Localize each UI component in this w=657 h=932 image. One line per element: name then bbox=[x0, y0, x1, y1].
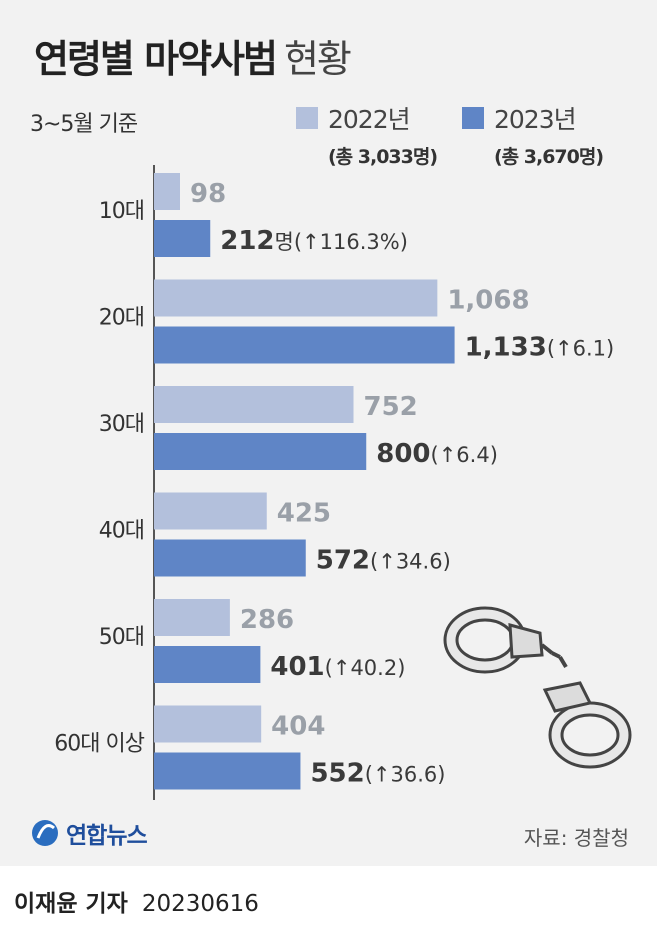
bar-2023 bbox=[154, 646, 261, 683]
bar-2022 bbox=[154, 279, 438, 317]
legend-total-2023: (총 3,670명) bbox=[494, 146, 604, 168]
bar-2022 bbox=[154, 386, 354, 423]
bar-2022 bbox=[154, 492, 267, 530]
legend-label-2022: 2022년 bbox=[328, 105, 411, 134]
value-label-2022: 1,068 bbox=[447, 286, 529, 316]
category-label: 10대 bbox=[99, 199, 144, 224]
bar-2022 bbox=[154, 705, 262, 743]
bar-2023 bbox=[154, 433, 367, 470]
title-light: 현황 bbox=[283, 37, 352, 81]
byline: 이재윤 기자 20230616 bbox=[14, 884, 259, 918]
legend-item-2023: 2023년 bbox=[462, 100, 577, 136]
bar-2023 bbox=[154, 220, 211, 257]
value-2023: 800 bbox=[376, 439, 430, 469]
chart-subtitle: 3~5월 기준 bbox=[30, 112, 138, 137]
value-unit: 명 bbox=[275, 230, 294, 254]
change-note: (↑6.4) bbox=[431, 443, 498, 467]
change-note: (↑36.6) bbox=[365, 763, 446, 787]
bar-2022 bbox=[154, 173, 180, 210]
source-note: 자료: 경찰청 bbox=[523, 826, 629, 850]
value-label-2023: 552(↑36.6) bbox=[310, 759, 445, 789]
category-label: 20대 bbox=[99, 306, 144, 331]
yonhap-logo-icon bbox=[32, 820, 58, 846]
yonhap-logo: 연합뉴스 bbox=[30, 816, 148, 850]
bar-chart: 10대 98 212명(↑116.3%) 20대 1,068 1,133(↑6.1) 30대… bbox=[54, 165, 615, 800]
value-2023: 212 bbox=[220, 226, 274, 256]
legend-total-2022: (총 3,033명) bbox=[328, 146, 438, 168]
change-note: (↑40.2) bbox=[325, 656, 406, 680]
bar-2023 bbox=[154, 752, 301, 790]
bar-2023 bbox=[154, 326, 455, 364]
legend-swatch-2022 bbox=[296, 107, 318, 129]
logo-text: 연합뉴스 bbox=[66, 823, 148, 849]
legend-swatch-2023 bbox=[462, 107, 484, 129]
value-label-2023: 800(↑6.4) bbox=[376, 439, 498, 469]
title-bold: 연령별 마약사범 bbox=[34, 37, 278, 81]
byline-date: 20230616 bbox=[141, 891, 259, 917]
value-label-2022: 98 bbox=[190, 179, 226, 209]
byline-name: 이재윤 기자 bbox=[14, 891, 128, 917]
handcuffs-icon bbox=[443, 606, 632, 769]
value-2023: 401 bbox=[270, 652, 324, 682]
bar-2022 bbox=[154, 599, 230, 636]
category-label: 40대 bbox=[99, 519, 144, 544]
change-note: (↑116.3%) bbox=[294, 230, 408, 254]
chart-title: 연령별 마약사범 현황 bbox=[34, 28, 352, 83]
value-label-2022: 752 bbox=[364, 392, 418, 422]
legend-label-2023: 2023년 bbox=[494, 105, 577, 134]
value-2023: 552 bbox=[310, 759, 364, 789]
bar-2023 bbox=[154, 539, 306, 577]
category-label: 60대 이상 bbox=[54, 732, 144, 757]
value-label-2023: 401(↑40.2) bbox=[270, 652, 405, 682]
value-label-2023: 1,133(↑6.1) bbox=[465, 333, 615, 363]
value-label-2022: 286 bbox=[240, 605, 294, 635]
legend-item-2022: 2022년 bbox=[296, 100, 411, 136]
category-label: 50대 bbox=[99, 625, 144, 650]
value-label-2023: 212명(↑116.3%) bbox=[220, 226, 408, 256]
category-label: 30대 bbox=[99, 412, 144, 437]
change-note: (↑6.1) bbox=[547, 337, 614, 361]
value-2023: 1,133 bbox=[465, 333, 547, 363]
value-label-2022: 404 bbox=[271, 712, 325, 742]
change-note: (↑34.6) bbox=[370, 550, 451, 574]
value-label-2023: 572(↑34.6) bbox=[316, 546, 451, 576]
value-label-2022: 425 bbox=[277, 499, 331, 529]
value-2023: 572 bbox=[316, 546, 370, 576]
